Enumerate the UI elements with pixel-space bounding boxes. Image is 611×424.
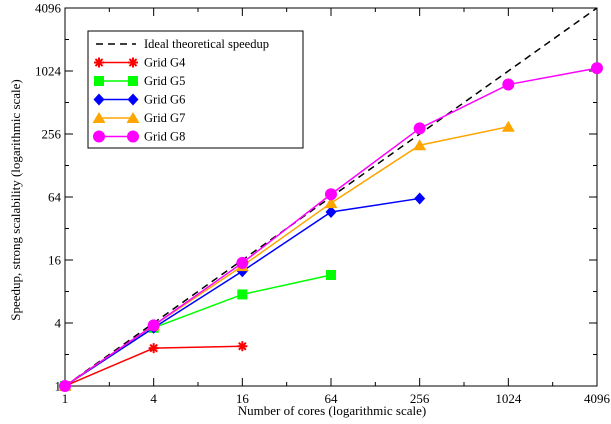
legend-marker (94, 76, 104, 86)
legend-label: Grid G6 (144, 93, 185, 107)
data-point-5 (414, 123, 425, 134)
data-point-2 (326, 270, 336, 280)
legend-marker (94, 131, 105, 142)
series-line-4 (65, 127, 508, 386)
data-point-5 (326, 189, 337, 200)
x-tick-label: 4 (150, 391, 157, 406)
data-point-1 (149, 343, 159, 353)
data-point-1 (237, 341, 247, 351)
legend-label: Grid G7 (144, 111, 185, 125)
data-point-3 (414, 192, 425, 204)
x-tick-label: 1 (62, 391, 69, 406)
data-point-2 (237, 289, 247, 299)
data-point-5 (503, 79, 514, 90)
legend-marker (128, 58, 138, 68)
data-point-5 (592, 63, 603, 74)
y-axis-title: Speedup, strong scalability (logarithmic… (8, 79, 23, 321)
legend: Ideal theoretical speedup Grid G4 Grid G5 G… (88, 31, 303, 148)
legend-marker (94, 58, 104, 68)
data-point-4 (502, 121, 515, 132)
y-tick-label: 256 (42, 127, 62, 142)
legend-label: Grid G8 (144, 130, 185, 144)
data-point-5 (60, 381, 71, 392)
legend-label: Grid G5 (144, 74, 185, 88)
y-tick-label: 64 (48, 190, 62, 205)
y-tick-label: 1024 (35, 64, 62, 79)
x-tick-label: 1024 (495, 391, 522, 406)
legend-label: Ideal theoretical speedup (144, 37, 269, 51)
legend-marker (128, 76, 138, 86)
y-tick-label: 4 (55, 316, 62, 331)
y-tick-label: 4096 (35, 1, 62, 16)
x-tick-label: 4096 (584, 391, 611, 406)
x-axis-title: Number of cores (logarithmic scale) (238, 403, 426, 418)
y-tick-label: 16 (48, 253, 62, 268)
legend-label: Grid G4 (144, 56, 186, 70)
data-point-5 (237, 257, 248, 268)
legend-marker (128, 131, 139, 142)
data-point-5 (148, 320, 159, 331)
